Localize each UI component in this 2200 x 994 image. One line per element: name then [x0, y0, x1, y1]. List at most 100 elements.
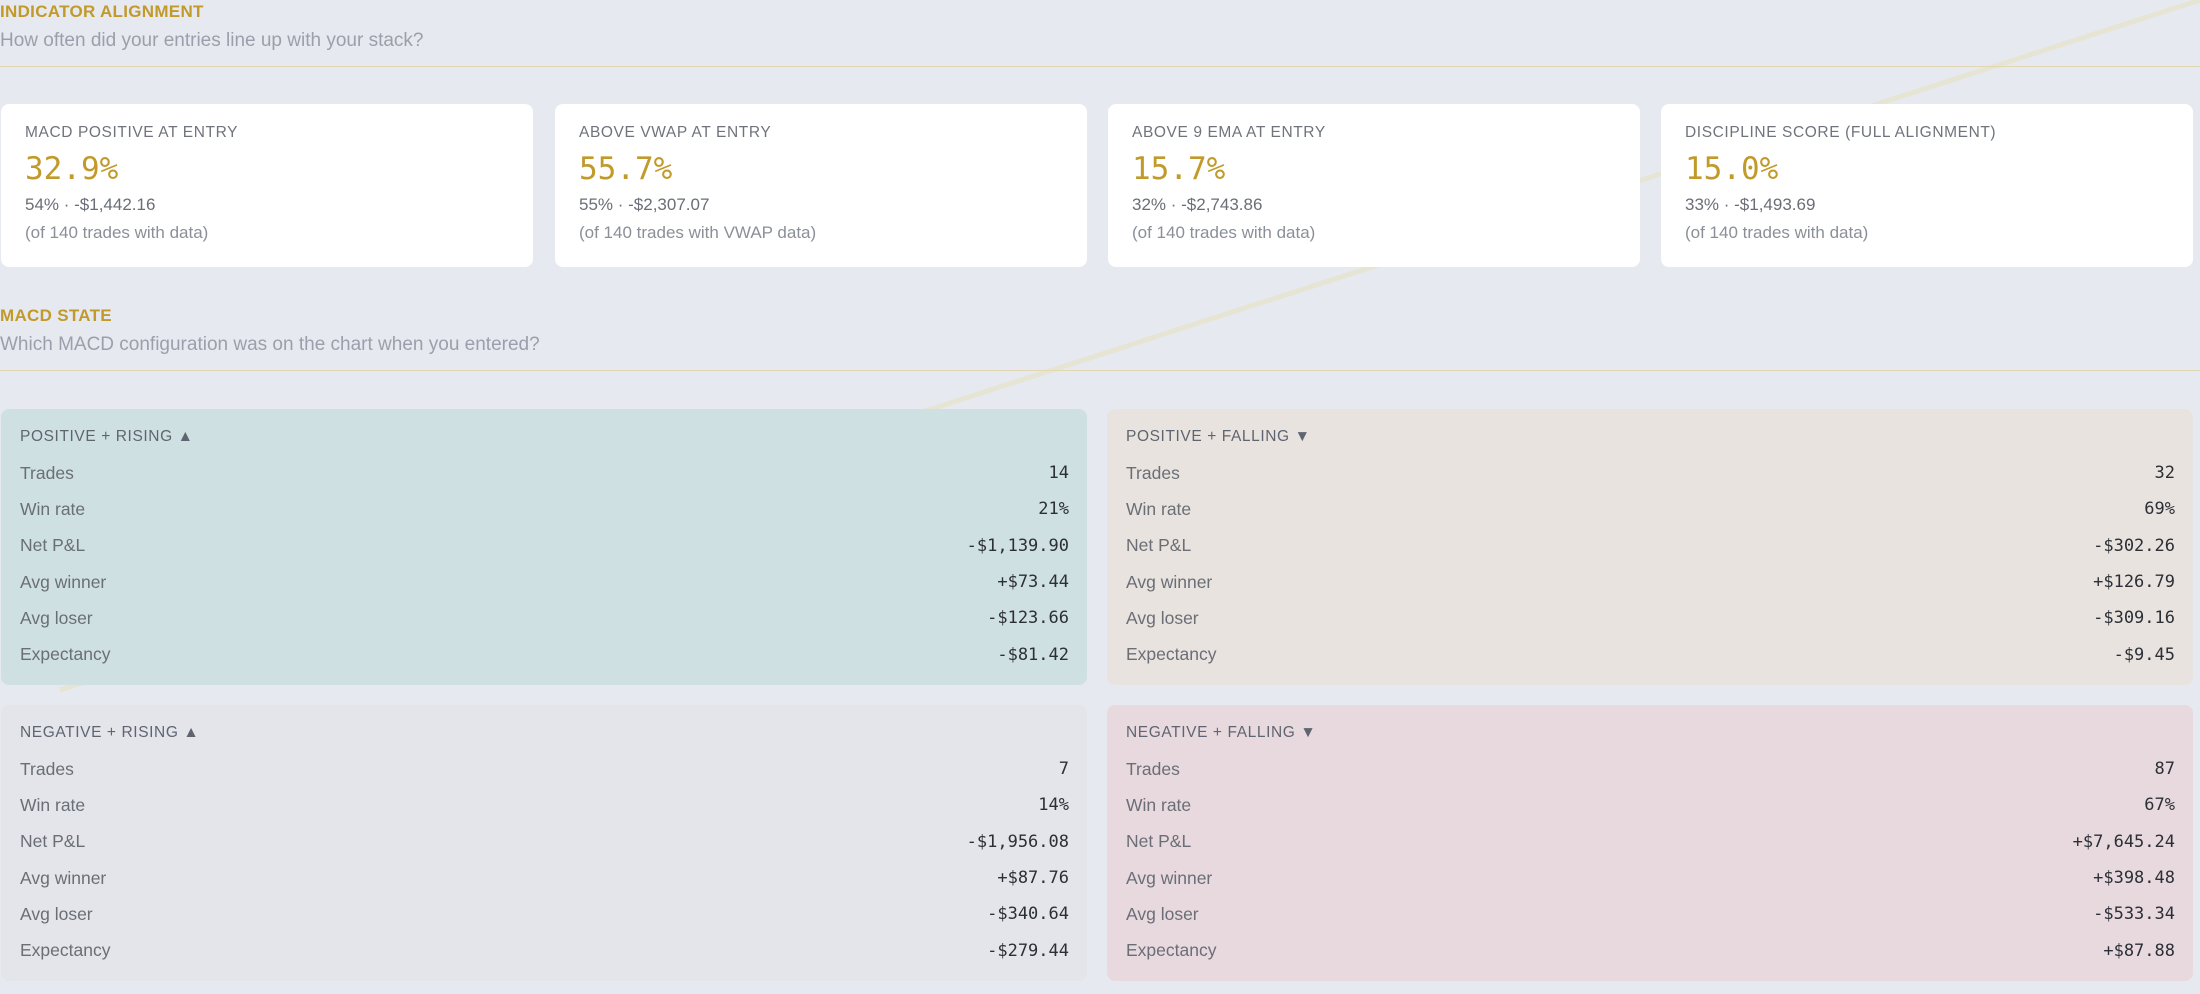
metric-label: Avg loser: [1126, 607, 1199, 628]
macd-card-title: NEGATIVE + RISING ▲: [20, 724, 200, 741]
metric-label: Avg winner: [20, 571, 107, 592]
metric-value: -$279.44: [987, 940, 1069, 961]
metric-row-expectancy: Expectancy +$87.88: [1126, 932, 2175, 968]
macd-card-title: POSITIVE + RISING ▲: [20, 428, 194, 445]
metric-value: -$302.26: [2093, 535, 2175, 556]
stat-card-discipline-score: DISCIPLINE SCORE (FULL ALIGNMENT) 15.0% …: [1661, 104, 2193, 267]
section-title: MACD STATE: [0, 306, 112, 325]
metric-value: 21%: [1038, 499, 1069, 520]
metric-row-win-rate: Win rate 14%: [20, 787, 1069, 823]
metric-label: Net P&L: [1126, 831, 1192, 852]
metric-value: 7: [1058, 759, 1069, 780]
metric-value: +$73.44: [997, 572, 1069, 593]
metric-label: Avg loser: [20, 903, 93, 924]
metric-label: Expectancy: [20, 644, 111, 665]
metric-value: 32: [2154, 463, 2175, 484]
stat-value: 15.7%: [1132, 151, 1226, 187]
metric-row-net-pnl: Net P&L -$302.26: [1126, 528, 2175, 564]
metric-value: -$123.66: [987, 608, 1069, 629]
stat-detail: 33% · -$1,493.69: [1685, 195, 1816, 214]
stat-detail: 55% · -$2,307.07: [579, 195, 710, 214]
metric-row-avg-loser: Avg loser -$533.34: [1126, 896, 2175, 932]
metric-label: Expectancy: [1126, 940, 1217, 961]
metric-row-expectancy: Expectancy -$279.44: [20, 932, 1069, 968]
metric-value: +$398.48: [2093, 868, 2175, 889]
stat-value: 32.9%: [25, 151, 119, 187]
stat-detail: 54% · -$1,442.16: [25, 195, 156, 214]
metric-label: Win rate: [20, 498, 86, 519]
section-divider: [0, 370, 2200, 371]
stat-value: 55.7%: [579, 151, 673, 187]
metric-label: Net P&L: [20, 535, 86, 556]
metric-row-trades: Trades 7: [20, 751, 1069, 787]
metric-label: Win rate: [1126, 794, 1192, 815]
macd-card-title: NEGATIVE + FALLING ▼: [1126, 724, 1317, 741]
metric-row-avg-winner: Avg winner +$87.76: [20, 860, 1069, 896]
metric-row-avg-loser: Avg loser -$123.66: [20, 600, 1069, 636]
metric-value: -$533.34: [2093, 904, 2175, 925]
metric-label: Expectancy: [1126, 644, 1217, 665]
metric-value: 14%: [1038, 795, 1069, 816]
metric-label: Trades: [1126, 758, 1180, 779]
metric-row-net-pnl: Net P&L -$1,956.08: [20, 824, 1069, 860]
stat-card-above-vwap: ABOVE VWAP AT ENTRY 55.7% 55% · -$2,307.…: [555, 104, 1087, 267]
metric-value: 14: [1048, 463, 1069, 484]
stat-value: 15.0%: [1685, 151, 1779, 187]
stat-detail: 32% · -$2,743.86: [1132, 195, 1263, 214]
stat-card-macd-positive: MACD POSITIVE AT ENTRY 32.9% 54% · -$1,4…: [1, 104, 533, 267]
stat-label: DISCIPLINE SCORE (FULL ALIGNMENT): [1685, 124, 1997, 141]
metric-value: -$9.45: [2113, 644, 2175, 665]
metric-label: Net P&L: [20, 831, 86, 852]
metric-value: -$1,956.08: [966, 831, 1069, 852]
metric-value: +$126.79: [2093, 572, 2175, 593]
metric-row-trades: Trades 14: [20, 455, 1069, 491]
metric-value: -$1,139.90: [966, 535, 1069, 556]
metric-value: -$340.64: [987, 904, 1069, 925]
metric-value: 87: [2154, 759, 2175, 780]
metric-row-avg-winner: Avg winner +$126.79: [1126, 564, 2175, 600]
stat-note: (of 140 trades with data): [1132, 223, 1316, 242]
metric-label: Expectancy: [20, 940, 111, 961]
metric-value: -$81.42: [997, 644, 1069, 665]
stat-label: MACD POSITIVE AT ENTRY: [25, 124, 239, 141]
metric-row-avg-winner: Avg winner +$73.44: [20, 564, 1069, 600]
metric-value: +$87.88: [2103, 940, 2175, 961]
metric-row-trades: Trades 87: [1126, 751, 2175, 787]
metric-label: Avg winner: [20, 867, 107, 888]
metric-row-win-rate: Win rate 67%: [1126, 787, 2175, 823]
metric-value: 67%: [2144, 795, 2175, 816]
metric-row-net-pnl: Net P&L -$1,139.90: [20, 528, 1069, 564]
section-subtitle: Which MACD configuration was on the char…: [0, 334, 540, 355]
metric-label: Avg loser: [20, 607, 93, 628]
metric-label: Win rate: [1126, 498, 1192, 519]
metric-label: Avg winner: [1126, 867, 1213, 888]
metric-row-win-rate: Win rate 69%: [1126, 491, 2175, 527]
metric-label: Avg loser: [1126, 903, 1199, 924]
metric-label: Trades: [20, 758, 74, 779]
metric-row-avg-loser: Avg loser -$340.64: [20, 896, 1069, 932]
stat-note: (of 140 trades with data): [1685, 223, 1869, 242]
stat-label: ABOVE 9 EMA AT ENTRY: [1132, 124, 1326, 141]
stat-label: ABOVE VWAP AT ENTRY: [579, 124, 772, 141]
macd-card-title: POSITIVE + FALLING ▼: [1126, 428, 1311, 445]
metric-row-trades: Trades 32: [1126, 455, 2175, 491]
stat-note: (of 140 trades with VWAP data): [579, 223, 817, 242]
macd-card-positive-rising: POSITIVE + RISING ▲ Trades 14 Win rate 21%…: [1, 409, 1087, 685]
metric-row-avg-loser: Avg loser -$309.16: [1126, 600, 2175, 636]
metric-label: Avg winner: [1126, 571, 1213, 592]
metric-row-win-rate: Win rate 21%: [20, 491, 1069, 527]
metric-row-net-pnl: Net P&L +$7,645.24: [1126, 824, 2175, 860]
metric-value: -$309.16: [2093, 608, 2175, 629]
metric-value: +$7,645.24: [2072, 831, 2175, 852]
metric-label: Trades: [20, 462, 74, 483]
metric-label: Trades: [1126, 462, 1180, 483]
metric-label: Net P&L: [1126, 535, 1192, 556]
macd-state-header: MACD STATE Which MACD configuration was …: [0, 306, 2200, 356]
metric-value: +$87.76: [997, 868, 1069, 889]
metric-row-expectancy: Expectancy -$9.45: [1126, 636, 2175, 672]
macd-card-positive-falling: POSITIVE + FALLING ▼ Trades 32 Win rate 69…: [1107, 409, 2193, 685]
section-divider: [0, 66, 2200, 67]
stat-card-above-9ema: ABOVE 9 EMA AT ENTRY 15.7% 32% · -$2,743…: [1108, 104, 1640, 267]
macd-card-negative-rising: NEGATIVE + RISING ▲ Trades 7 Win rate 14% …: [1, 705, 1087, 981]
